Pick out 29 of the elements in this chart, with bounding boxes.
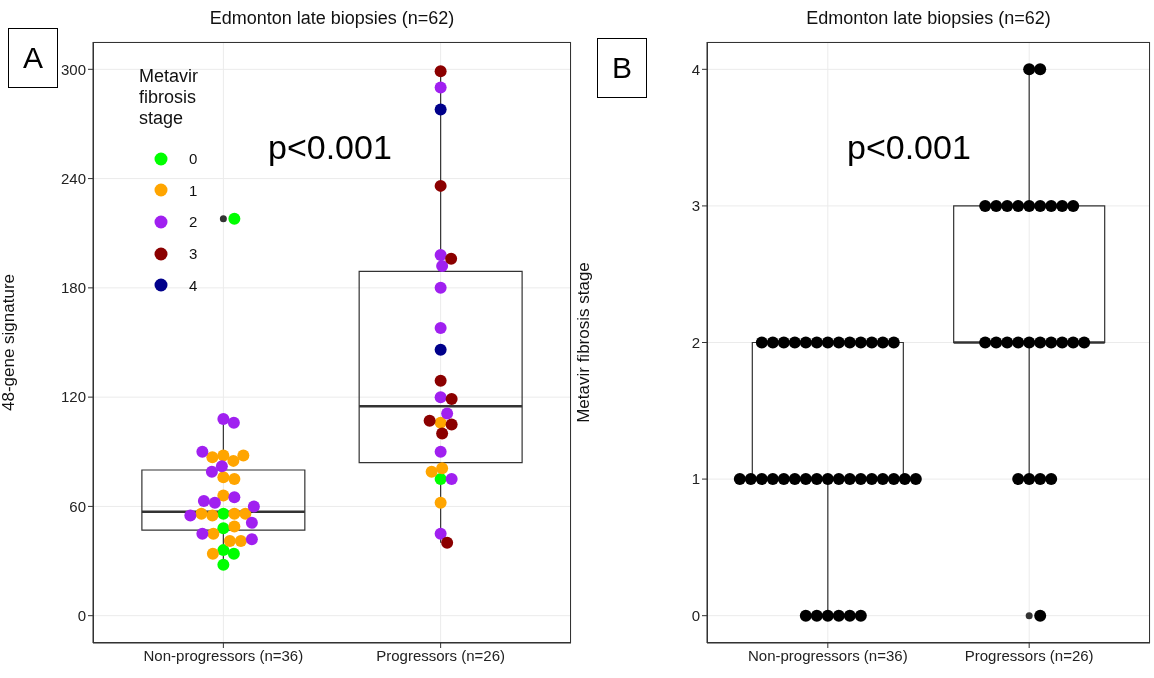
legend-title: Metavir fibrosis stage bbox=[139, 66, 199, 129]
chart-title: Edmonton late biopsies (n=62) bbox=[208, 8, 456, 29]
x-tick-label: Progressors (n=26) bbox=[376, 646, 506, 664]
y-tick-label: 0 bbox=[691, 607, 700, 625]
y-tick-label: 300 bbox=[60, 60, 86, 78]
y-tick-label: 240 bbox=[60, 169, 86, 187]
legend-label: 2 bbox=[189, 213, 198, 231]
y-tick-label: 4 bbox=[691, 60, 700, 78]
x-tick-label: Non-progressors (n=36) bbox=[747, 646, 908, 664]
chart-title: Edmonton late biopsies (n=62) bbox=[805, 8, 1052, 29]
x-tick-label: Progressors (n=26) bbox=[964, 646, 1094, 664]
text: A bbox=[8, 28, 58, 88]
y-axis-title: 48-gene signature bbox=[0, 273, 19, 412]
legend-label: 0 bbox=[189, 150, 198, 168]
legend-label: 4 bbox=[189, 276, 198, 294]
y-tick-label: 60 bbox=[69, 497, 86, 515]
legend-label: 3 bbox=[189, 245, 198, 263]
annotation: p<0.001 bbox=[847, 128, 971, 167]
y-tick-label: 3 bbox=[691, 197, 700, 215]
x-tick-label: Non-progressors (n=36) bbox=[143, 646, 304, 664]
y-tick-label: 2 bbox=[691, 333, 700, 351]
y-tick-label: 0 bbox=[77, 607, 86, 625]
annotation: p<0.001 bbox=[268, 128, 392, 167]
y-axis-title: Metavir fibrosis stage bbox=[574, 262, 594, 423]
legend-label: 1 bbox=[189, 181, 198, 199]
text: B bbox=[597, 38, 647, 98]
y-tick-label: 120 bbox=[60, 388, 86, 406]
y-tick-label: 180 bbox=[60, 279, 86, 297]
y-tick-label: 1 bbox=[691, 470, 700, 488]
